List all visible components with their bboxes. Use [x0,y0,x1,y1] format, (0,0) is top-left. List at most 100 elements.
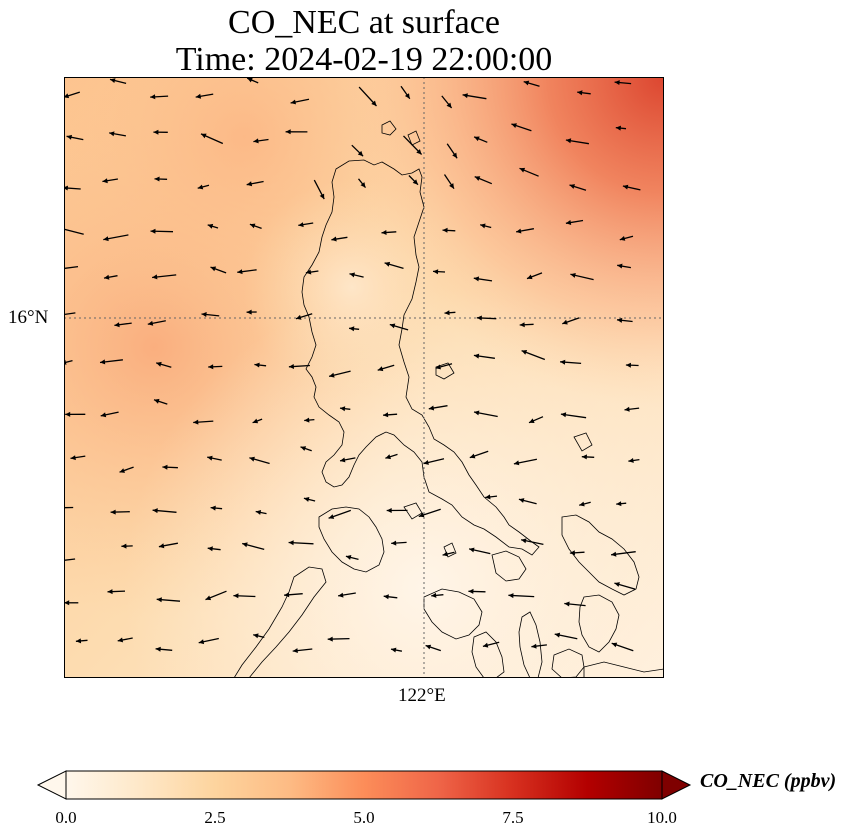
leyte-coastline [578,594,620,653]
wind-vector-head [110,509,116,515]
wind-vector-head [511,123,517,128]
wind-vector-head [207,455,213,461]
wind-vector-head [412,179,418,185]
wind-vector-head [523,80,530,86]
wind-vector-head [152,508,158,514]
wind-vector-head [521,350,528,355]
wind-vector-head [246,181,253,187]
wind-vector-head [360,182,366,188]
wind-vector-head [64,600,70,606]
wind-vector-head [560,412,567,418]
wind-vector-head [304,417,310,423]
wind-vector-head [121,543,127,549]
wind-vector-head [519,167,526,173]
wind-vector-head [468,588,474,594]
wind-vector-head [521,538,527,544]
wind-vector-head [327,636,333,642]
wind-vector-head [156,361,162,367]
wind-vector-head [619,236,626,241]
map-frame [64,77,664,678]
island-marinduque [403,502,423,520]
wind-vector-head [298,222,304,228]
colorbar-tick-3: 7.5 [502,808,524,827]
wind-vector-head [615,125,621,131]
wind-vector-head [391,647,397,653]
wind-vector-head [473,353,480,359]
wind-vector-head [449,183,454,189]
wind-vector-head [474,136,480,142]
colorbar-label: CO_NEC (ppbv) [700,770,837,792]
wind-vector-head [198,639,205,645]
wind-vector-head [247,77,253,83]
wind-vector-head [442,227,448,233]
wind-vector-head [577,90,583,96]
wind-vector-head [252,418,259,424]
wind-vector-head [385,454,391,460]
wind-vector-head [338,592,344,598]
wind-vector [64,228,84,235]
wind-vector-head [201,312,207,317]
wind-vector-head [205,595,212,601]
wind-vector-head [162,464,168,470]
wind-vector-head [418,512,425,518]
wind-vector-head [210,505,216,511]
wind-vector-head [469,547,475,553]
wind-vector-head [349,326,355,332]
wind-vector-head [249,456,255,462]
wind-vector-head [288,540,294,546]
wind-vector-head [433,269,439,275]
wind-vector-head [207,546,213,552]
masbate-coastline [491,550,527,582]
wind-vector-head [617,317,623,323]
wind-vector-head [340,457,346,463]
colorbar-tick-0: 0.0 [55,808,77,827]
wind-vector-head [383,412,389,418]
wind-vector-head [300,446,307,451]
wind-vector-head [581,454,587,460]
wind-vector-head [485,494,491,500]
wind-vector-head [195,93,202,99]
wind-vector-head [529,418,535,423]
wind-vector-head [210,266,217,272]
wind-vector-head [197,184,204,190]
wind-vector-head [242,542,248,548]
wind-vector-head [446,102,452,108]
palawan-coastline [233,566,327,678]
wind-vector-head [64,93,70,99]
wind-vector-head [249,223,256,229]
gridlines [64,77,664,678]
wind-vector-head [377,366,384,372]
wind-vector-head [237,269,243,275]
wind-vector-head [617,263,623,269]
wind-vector-head [156,597,162,603]
wind-vector-head [296,314,302,320]
wind-vector-head [155,646,161,652]
wind-vector-head [345,555,352,560]
colorbar-gradient [65,770,663,800]
wind-vector-head [473,276,480,282]
wind-vector-head [384,261,391,267]
wind-vector-head [519,322,525,328]
wind-vector-head [560,359,566,365]
map-title-time: Time: 2024-02-19 22:00:00 [175,41,553,78]
wind-vector-head [292,648,298,653]
wind-vector-head [147,320,154,326]
wind-vector-head [462,93,468,99]
wind-vector [64,359,73,364]
wind-vector-head [207,223,214,229]
wind-vector-head [319,193,325,200]
longitude-tick-label: 122°E [398,685,446,706]
island-catanduanes [573,432,593,452]
wind-vector-head [103,236,109,242]
colorbar-tick-2: 5.0 [353,808,375,827]
wind-vector-head [474,176,481,181]
wind-vector-head [516,228,522,234]
coastlines [233,120,664,678]
wind-vector-head [201,133,207,139]
wind-vector-head [357,150,364,157]
wind-vector-head [611,551,617,557]
wind-vector-head [110,78,116,83]
wind-vector-head [423,460,429,465]
wind-vector-head [70,455,76,461]
wind-vector-head [153,129,159,135]
